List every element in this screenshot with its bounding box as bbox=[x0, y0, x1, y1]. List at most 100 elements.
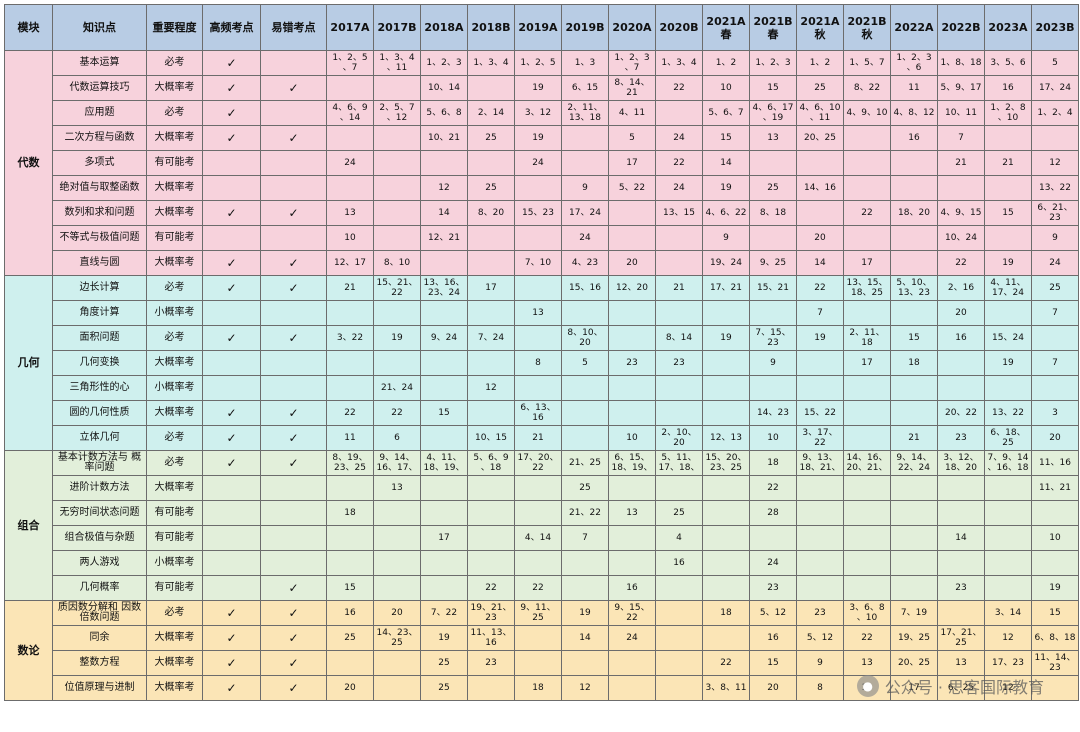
column-header: 2020A bbox=[608, 4, 656, 51]
year-cell: 8 bbox=[796, 675, 844, 701]
year-cell: 19 bbox=[420, 625, 468, 651]
error-prone-cell: ✓ bbox=[260, 400, 327, 426]
year-cell: 10、21 bbox=[420, 125, 468, 151]
year-cell: 3、8、11 bbox=[702, 675, 750, 701]
year-cell bbox=[702, 500, 750, 526]
error-prone-cell: ✓ bbox=[260, 450, 327, 476]
year-cell: 4、14 bbox=[514, 525, 562, 551]
table-row: 几何概率 有可能考 ✓ 15 22 22 16 23 23 19 bbox=[4, 575, 1079, 601]
year-cell bbox=[1031, 500, 1079, 526]
year-cell bbox=[326, 75, 374, 101]
year-cell bbox=[561, 125, 609, 151]
year-cell: 6 bbox=[373, 425, 421, 451]
high-frequency-cell: ✓ bbox=[202, 100, 261, 126]
year-cell: 10、24 bbox=[937, 225, 985, 251]
year-cell bbox=[514, 650, 562, 676]
year-cell bbox=[608, 325, 656, 351]
year-cell bbox=[984, 225, 1032, 251]
year-cell bbox=[890, 150, 938, 176]
topic-cell: 圆的几何性质 bbox=[52, 400, 147, 426]
high-frequency-cell bbox=[202, 575, 261, 601]
year-cell bbox=[890, 475, 938, 501]
year-cell: 9、24 bbox=[420, 325, 468, 351]
importance-cell: 有可能考 bbox=[146, 575, 203, 601]
year-cell bbox=[373, 225, 421, 251]
importance-cell: 必考 bbox=[146, 275, 203, 301]
year-cell bbox=[890, 300, 938, 326]
year-cell bbox=[561, 650, 609, 676]
year-cell: 23 bbox=[937, 425, 985, 451]
year-cell: 9 bbox=[796, 650, 844, 676]
error-prone-cell bbox=[260, 225, 327, 251]
importance-cell: 大概率考 bbox=[146, 650, 203, 676]
year-cell: 17 bbox=[843, 350, 891, 376]
year-cell: 16 bbox=[937, 325, 985, 351]
topic-cell: 二次方程与函数 bbox=[52, 125, 147, 151]
year-cell: 14、23 bbox=[749, 400, 797, 426]
importance-cell: 大概率考 bbox=[146, 200, 203, 226]
importance-cell: 小概率考 bbox=[146, 375, 203, 401]
year-cell: 3、17、 22 bbox=[796, 425, 844, 451]
column-header: 2019B bbox=[561, 4, 609, 51]
year-cell: 13、22 bbox=[984, 400, 1032, 426]
topic-cell: 质因数分解和 因数倍数问题 bbox=[52, 600, 147, 626]
year-cell: 9、15、 22 bbox=[608, 600, 656, 626]
high-frequency-cell: ✓ bbox=[202, 400, 261, 426]
year-cell: 5 bbox=[1031, 50, 1079, 76]
year-cell: 16 bbox=[326, 600, 374, 626]
year-cell: 15 bbox=[984, 200, 1032, 226]
year-cell: 22 bbox=[796, 275, 844, 301]
year-cell: 12 bbox=[420, 175, 468, 201]
year-cell bbox=[796, 200, 844, 226]
error-prone-cell bbox=[260, 300, 327, 326]
year-cell: 13、15 bbox=[655, 200, 703, 226]
column-header: 2018A bbox=[420, 4, 468, 51]
year-cell bbox=[843, 400, 891, 426]
year-cell bbox=[326, 550, 374, 576]
year-cell: 19 bbox=[514, 125, 562, 151]
year-cell bbox=[937, 550, 985, 576]
year-cell: 14 bbox=[561, 625, 609, 651]
year-cell: 19、25 bbox=[890, 625, 938, 651]
topic-cell: 多项式 bbox=[52, 150, 147, 176]
high-frequency-cell: ✓ bbox=[202, 600, 261, 626]
year-cell bbox=[655, 300, 703, 326]
year-cell bbox=[608, 550, 656, 576]
year-cell bbox=[749, 300, 797, 326]
year-cell bbox=[420, 150, 468, 176]
year-cell: 9 bbox=[702, 225, 750, 251]
year-cell: 19 bbox=[843, 675, 891, 701]
year-cell: 1、5、7 bbox=[843, 50, 891, 76]
year-cell: 8、14、 21 bbox=[608, 75, 656, 101]
year-cell bbox=[467, 250, 515, 276]
error-prone-cell: ✓ bbox=[260, 325, 327, 351]
high-frequency-cell bbox=[202, 550, 261, 576]
year-cell: 19 bbox=[702, 325, 750, 351]
year-cell bbox=[420, 425, 468, 451]
year-cell: 22 bbox=[937, 250, 985, 276]
year-cell bbox=[373, 675, 421, 701]
year-cell: 5、12 bbox=[749, 600, 797, 626]
table-row: 圆的几何性质 大概率考 ✓ ✓ 22 22 15 6、13、 16 14、23 15、22 20、2… bbox=[4, 400, 1079, 426]
year-cell bbox=[655, 600, 703, 626]
year-cell bbox=[420, 500, 468, 526]
year-cell: 25 bbox=[561, 475, 609, 501]
year-cell: 3、12 bbox=[514, 100, 562, 126]
year-cell: 3、5、6 bbox=[984, 50, 1032, 76]
year-cell: 16 bbox=[749, 625, 797, 651]
year-cell: 8 bbox=[514, 350, 562, 376]
year-cell: 1、8、18 bbox=[937, 50, 985, 76]
importance-cell: 大概率考 bbox=[146, 125, 203, 151]
year-cell: 7 bbox=[1031, 300, 1079, 326]
importance-cell: 大概率考 bbox=[146, 350, 203, 376]
table-row: 不等式与极值问题 有可能考 10 12、21 24 9 20 10、24 9 bbox=[4, 225, 1079, 251]
year-cell bbox=[843, 550, 891, 576]
topic-cell: 立体几何 bbox=[52, 425, 147, 451]
year-cell bbox=[608, 300, 656, 326]
year-cell: 24 bbox=[326, 150, 374, 176]
year-cell bbox=[373, 575, 421, 601]
year-cell: 1、3、4 bbox=[655, 50, 703, 76]
topic-cell: 组合极值与杂题 bbox=[52, 525, 147, 551]
year-cell: 1、3 bbox=[561, 50, 609, 76]
year-cell bbox=[608, 650, 656, 676]
